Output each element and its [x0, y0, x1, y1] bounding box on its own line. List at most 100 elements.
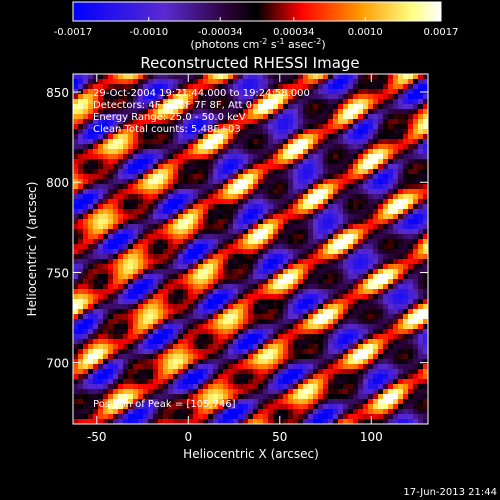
heatmap-cell	[98, 149, 104, 155]
heatmap-cell	[283, 139, 289, 145]
heatmap-cell	[388, 359, 394, 365]
heatmap-cell	[373, 369, 379, 375]
heatmap-cell	[353, 259, 359, 265]
heatmap-cell	[118, 149, 124, 155]
heatmap-cell	[258, 114, 264, 120]
heatmap-cell	[78, 399, 84, 405]
heatmap-cell	[273, 409, 279, 415]
heatmap-cell	[268, 384, 274, 390]
heatmap-cell	[388, 309, 394, 315]
heatmap-cell	[313, 304, 319, 310]
heatmap-cell	[378, 159, 384, 165]
heatmap-cell	[338, 184, 344, 190]
heatmap-cell	[293, 149, 299, 155]
heatmap-cell	[158, 274, 164, 280]
heatmap-cell	[423, 419, 428, 424]
heatmap-cell	[223, 84, 229, 90]
heatmap-cell	[378, 259, 384, 265]
heatmap-cell	[403, 369, 409, 375]
heatmap-cell	[248, 199, 254, 205]
heatmap-cell	[258, 269, 264, 275]
heatmap-cell	[253, 274, 259, 280]
heatmap-cell	[283, 174, 289, 180]
heatmap-cell	[423, 364, 428, 370]
heatmap-cell	[303, 389, 309, 395]
heatmap-cell	[268, 224, 274, 230]
heatmap-cell	[128, 389, 134, 395]
heatmap-cell	[183, 389, 189, 395]
heatmap-cell	[398, 404, 404, 410]
heatmap-cell	[133, 384, 139, 390]
heatmap-cell	[363, 189, 369, 195]
heatmap-cell	[93, 384, 99, 390]
heatmap-cell	[283, 229, 289, 235]
heatmap-cell	[368, 234, 374, 240]
heatmap-cell	[73, 204, 79, 210]
heatmap-cell	[298, 294, 304, 300]
heatmap-cell	[353, 154, 359, 160]
heatmap-cell	[263, 214, 269, 220]
heatmap-cell	[243, 84, 249, 90]
heatmap-cell	[218, 149, 224, 155]
heatmap-cell	[128, 139, 134, 145]
heatmap-cell	[248, 204, 254, 210]
heatmap-cell	[328, 114, 334, 120]
heatmap-cell	[333, 159, 339, 165]
heatmap-cell	[193, 104, 199, 110]
heatmap-cell	[213, 274, 219, 280]
heatmap-cell	[183, 339, 189, 345]
heatmap-cell	[238, 264, 244, 270]
heatmap-cell	[183, 344, 189, 350]
heatmap-cell	[233, 94, 239, 100]
heatmap-cell	[323, 279, 329, 285]
heatmap-cell	[218, 109, 224, 115]
heatmap-cell	[173, 114, 179, 120]
heatmap-cell	[373, 394, 379, 400]
heatmap-cell	[378, 299, 384, 305]
heatmap-cell	[213, 309, 219, 315]
heatmap-cell	[218, 204, 224, 210]
heatmap-cell	[103, 404, 109, 410]
heatmap-cell	[73, 319, 79, 325]
heatmap-cell	[298, 104, 304, 110]
heatmap-cell	[368, 159, 374, 165]
heatmap-cell	[123, 229, 129, 235]
heatmap-cell	[228, 414, 234, 420]
heatmap-cell	[308, 284, 314, 290]
heatmap-cell	[388, 399, 394, 405]
heatmap-cell	[398, 154, 404, 160]
heatmap-cell	[178, 319, 184, 325]
heatmap-cell	[128, 379, 134, 385]
heatmap-cell	[258, 274, 264, 280]
heatmap-cell	[338, 119, 344, 125]
heatmap-cell	[288, 99, 294, 105]
heatmap-cell	[303, 374, 309, 380]
heatmap-cell	[263, 259, 269, 265]
heatmap-cell	[163, 359, 169, 365]
heatmap-cell	[103, 409, 109, 415]
heatmap-cell	[203, 89, 209, 95]
heatmap-cell	[328, 164, 334, 170]
heatmap-cell	[258, 234, 264, 240]
heatmap-cell	[323, 229, 329, 235]
heatmap-cell	[368, 419, 374, 424]
heatmap-cell	[118, 344, 124, 350]
heatmap-cell	[368, 174, 374, 180]
heatmap-cell	[368, 74, 374, 80]
heatmap-cell	[348, 179, 354, 185]
heatmap-cell	[393, 149, 399, 155]
heatmap-cell	[258, 409, 264, 415]
heatmap-cell	[423, 139, 428, 145]
heatmap-cell	[213, 79, 219, 85]
heatmap-cell	[308, 199, 314, 205]
heatmap-cell	[108, 224, 114, 230]
heatmap-cell	[298, 249, 304, 255]
heatmap-cell	[298, 389, 304, 395]
heatmap-cell	[323, 249, 329, 255]
heatmap-cell	[73, 349, 79, 355]
heatmap-cell	[423, 279, 428, 285]
heatmap-cell	[413, 74, 419, 80]
heatmap-cell	[278, 139, 284, 145]
heatmap-cell	[148, 414, 154, 420]
heatmap-cell	[418, 329, 424, 335]
